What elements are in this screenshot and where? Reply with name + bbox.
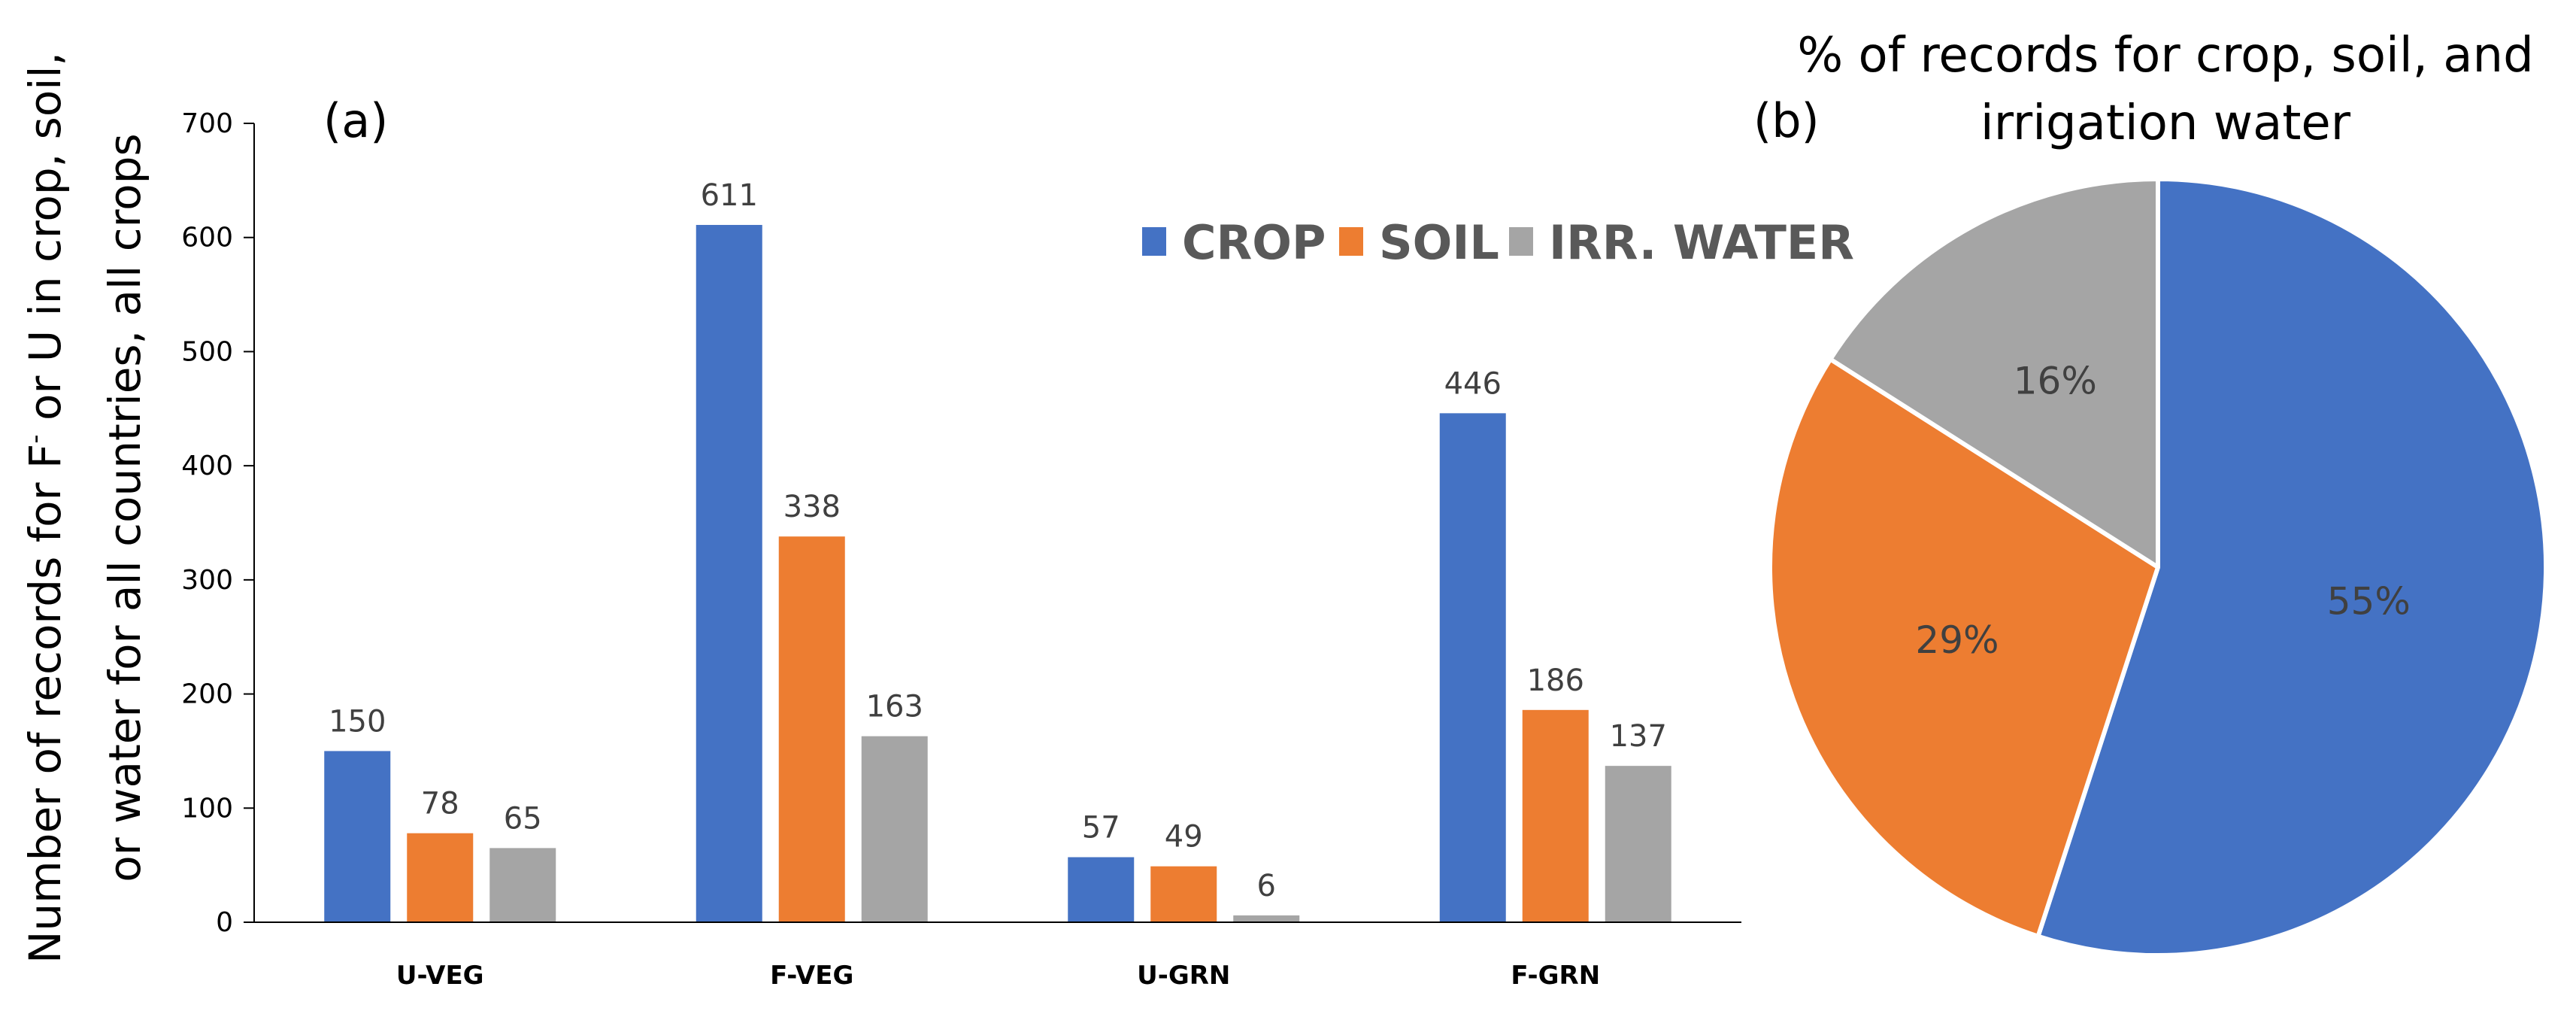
bar-crop — [696, 225, 762, 922]
legend: CROP SOIL IRR. WATER — [1142, 215, 1854, 270]
data-label: 150 — [329, 704, 386, 739]
bar-soil — [1522, 709, 1589, 922]
data-label: 6 — [1257, 869, 1276, 903]
pie-slice-label: 16% — [2014, 359, 2097, 402]
bar-crop — [324, 751, 391, 922]
y-tick-label: 400 — [181, 451, 233, 481]
legend-swatch-irr-water — [1509, 227, 1533, 256]
x-tick-label: U-VEG — [396, 961, 484, 991]
bar-chart: (a) Number of records for F- or U in cro… — [20, 52, 1854, 991]
y-tick-label: 300 — [181, 565, 233, 596]
legend-swatch-crop — [1142, 227, 1166, 256]
pie-slice-soil — [1768, 357, 2160, 939]
pie-slice-label: 29% — [1915, 618, 1999, 662]
data-label: 163 — [866, 690, 923, 724]
bar-soil — [778, 536, 845, 922]
data-labels: 150 78 65 611 338 163 57 49 6 446 186 137 — [329, 178, 1667, 903]
x-tick-label: F-VEG — [770, 961, 853, 991]
panel-label-a: (a) — [323, 93, 388, 148]
bar-irr-water — [489, 848, 556, 922]
pie-title-line2: irrigation water — [1980, 96, 2351, 151]
data-label: 65 — [504, 801, 542, 836]
y-axis: 0 100 200 300 400 500 600 700 — [181, 108, 255, 938]
data-label: 49 — [1165, 820, 1203, 855]
legend-label-crop: CROP — [1182, 215, 1326, 270]
data-label: 78 — [421, 787, 459, 821]
bar-crop — [1439, 413, 1506, 922]
y-tick-label: 500 — [181, 336, 233, 367]
x-axis: U-VEG F-VEG U-GRN F-GRN — [254, 921, 1741, 991]
pie-chart: (b) % of records for crop, soil, and irr… — [1753, 28, 2548, 958]
data-label: 186 — [1527, 663, 1584, 698]
panel-label-b: (b) — [1753, 93, 1820, 148]
bar-irr-water — [1605, 766, 1671, 922]
data-label: 57 — [1082, 811, 1120, 846]
legend-label-irr-water: IRR. WATER — [1549, 215, 1854, 270]
y-axis-title-line2: or water for all countries, all crops — [99, 133, 150, 882]
bar-soil — [1150, 866, 1217, 922]
data-label: 338 — [783, 490, 841, 524]
pie-slice-crop — [2035, 177, 2548, 958]
bar-irr-water — [1233, 915, 1300, 922]
pie-slice-labels: 55% 29% 16% — [1915, 359, 2410, 662]
y-tick-label: 100 — [181, 793, 233, 824]
pie-slices — [1768, 177, 2548, 958]
y-tick-label: 700 — [181, 108, 233, 139]
pie-title-line1: % of records for crop, soil, and — [1797, 28, 2533, 83]
bars — [324, 225, 1671, 922]
data-label: 611 — [701, 178, 758, 213]
bar-crop — [1068, 857, 1135, 922]
y-axis-title-line1: Number of records for F- or U in crop, s… — [20, 52, 71, 964]
y-tick-label: 0 — [216, 907, 233, 938]
x-tick-label: U-GRN — [1137, 961, 1230, 991]
x-tick-label: F-GRN — [1511, 961, 1600, 991]
pie-slice-irr-water — [1828, 177, 2160, 569]
legend-label-soil: SOIL — [1379, 215, 1499, 270]
bar-irr-water — [861, 736, 928, 922]
y-tick-label: 600 — [181, 223, 233, 254]
data-label: 446 — [1444, 366, 1502, 401]
y-tick-label: 200 — [181, 679, 233, 710]
legend-swatch-soil — [1339, 227, 1363, 256]
bar-soil — [407, 833, 474, 922]
pie-slice-label: 55% — [2327, 579, 2411, 623]
data-label: 137 — [1610, 719, 1667, 754]
